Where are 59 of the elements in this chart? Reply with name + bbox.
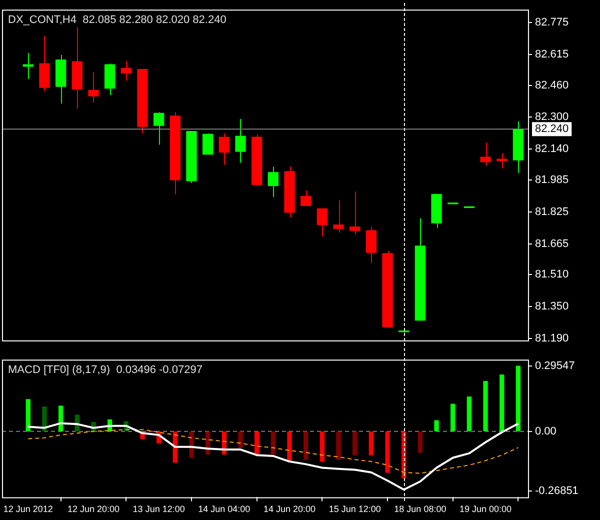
candlestick [300,190,312,206]
chart-title: DX_CONT,H4 82.085 82.280 82.020 82.240 [8,14,226,26]
y-tick-label: 81.190 [535,332,569,344]
x-tick-label: 19 Jun 00:00 [460,504,512,514]
candlestick [120,60,132,82]
bar [238,432,243,448]
chart-title: MACD [TF0] (8,17,9) 0.03496 -0.07297 [8,364,202,376]
y-tick-label: 0.29547 [535,360,575,372]
x-tick-label: 14 Jun 20:00 [263,504,316,514]
bar [418,432,423,453]
candlestick [88,72,99,104]
bar [189,432,194,458]
candlestick [202,132,214,155]
bar [500,374,504,432]
y-tick-label: 81.985 [535,174,569,186]
candlestick [268,166,278,198]
y-tick-label: 0.00 [535,425,556,438]
x-tick-label: 18 Jun 08:00 [394,504,446,514]
x-tick-label: 13 Jun 12:00 [132,504,185,514]
ref-line-label: 82.240 [535,123,569,136]
candlestick [496,152,508,170]
x-tick-label: 12 Jun 20:00 [67,504,120,514]
candlestick [333,200,344,234]
y-tick-label: 82.460 [535,79,569,92]
y-tick-label: -0.26851 [535,484,578,497]
y-tick-label: 82.140 [535,143,569,156]
bar [270,432,276,455]
bar [287,432,292,462]
bar [304,432,308,460]
bar [516,366,521,432]
bar [434,420,439,432]
candlestick [350,191,360,235]
candlestick [316,208,328,237]
line-series [28,429,519,474]
candlestick [480,142,491,166]
candlestick [366,226,377,264]
bar [385,432,390,473]
x-tick-label: 14 Jun 04:00 [198,504,250,514]
y-tick-label: 81.825 [535,206,569,218]
bar [466,396,472,432]
candlestick [235,118,246,164]
y-tick-label: 81.510 [535,268,569,281]
y-tick-label: 81.665 [535,238,569,250]
bar [320,432,325,462]
bar [483,380,488,432]
y-tick-label: 81.350 [535,300,569,313]
y-tick-label: 82.775 [535,16,569,29]
y-tick-label: 82.300 [535,111,569,124]
bar [368,432,374,456]
candlestick [153,112,164,146]
x-tick-label: 15 Jun 12:00 [328,504,381,514]
bar [26,399,30,432]
x-tick-label: 12 Jun 2012 [3,504,53,514]
bar [352,432,358,456]
bar [336,432,341,460]
y-tick-label: 82.615 [535,48,569,60]
candlestick [218,132,230,166]
bar [450,404,456,432]
bar [42,406,47,432]
